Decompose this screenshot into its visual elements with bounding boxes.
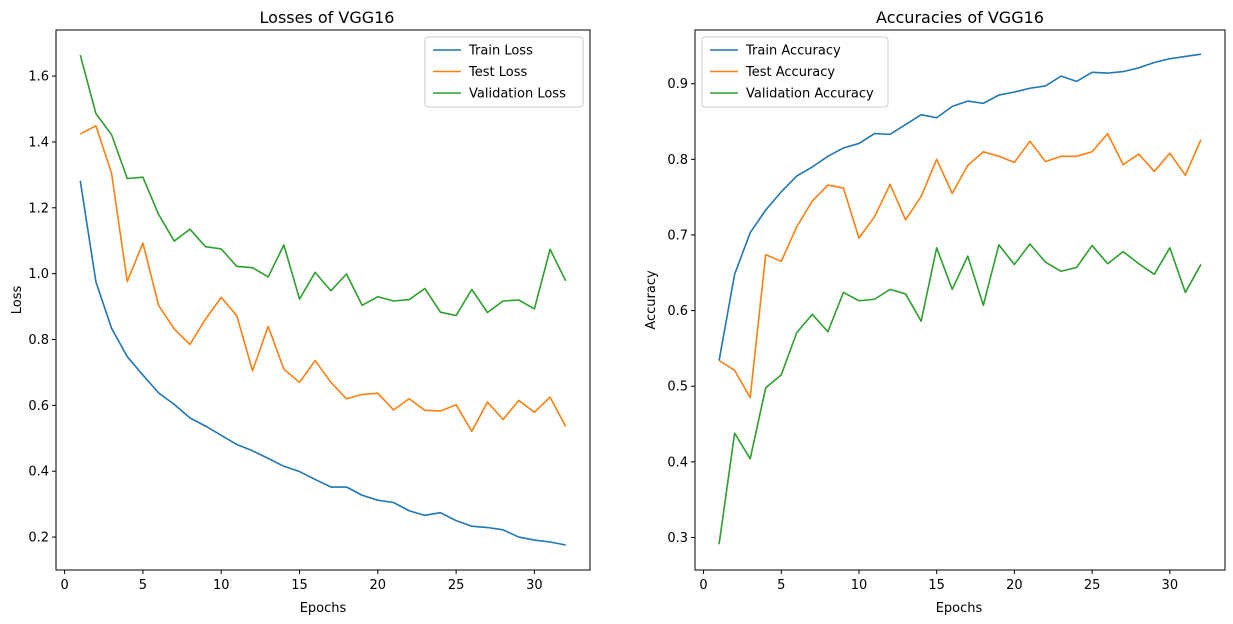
loss-chart-title: Losses of VGG16 (260, 8, 395, 27)
x-tick-label: 15 (928, 578, 945, 593)
x-tick-label: 0 (699, 578, 707, 593)
legend-frame (701, 36, 889, 108)
series-line-train-accuracy (718, 53, 1202, 361)
legend-label: Validation Accuracy (746, 87, 874, 102)
legend-label: Test Accuracy (745, 65, 835, 80)
x-tick-label: 20 (370, 578, 387, 593)
y-tick-label: 0.2 (28, 531, 49, 546)
legend-label: Test Loss (468, 65, 527, 80)
y-tick-label: 0.4 (667, 455, 688, 470)
legend-label: Validation Loss (469, 87, 566, 102)
x-tick-label: 25 (448, 578, 465, 593)
series-line-test-loss (79, 125, 567, 433)
loss-chart: Losses of VGG16 0 5 10 15 20 25 30 0.2 0.4 0.6 0.8… (10, 8, 591, 616)
x-tick-label: 30 (1162, 578, 1179, 593)
y-tick-label: 1.4 (28, 135, 49, 150)
x-tick-label: 15 (291, 578, 308, 593)
accuracy-y-axis-label: Accuracy (644, 270, 659, 330)
accuracy-plot-area (695, 30, 1225, 570)
y-tick-label: 1.6 (28, 70, 49, 85)
accuracy-ticks: 0 5 10 15 20 25 30 0.3 0.4 0.5 0.6 0.7 0.8 0.9 (667, 77, 1178, 593)
series-line-validation-accuracy (718, 243, 1202, 545)
x-tick-label: 0 (60, 578, 68, 593)
y-tick-label: 0.6 (667, 304, 688, 319)
x-tick-label: 10 (213, 578, 230, 593)
loss-y-axis-label: Loss (10, 286, 25, 315)
y-tick-label: 0.7 (667, 228, 688, 243)
series-line-validation-loss (79, 54, 567, 317)
y-tick-label: 0.8 (28, 333, 49, 348)
accuracy-axes-frame (694, 29, 1226, 571)
legend-label: Train Accuracy (745, 44, 841, 59)
x-tick-label: 5 (139, 578, 147, 593)
x-tick-label: 25 (1084, 578, 1101, 593)
y-tick-label: 0.4 (28, 465, 49, 480)
accuracy-chart-title: Accuracies of VGG16 (876, 8, 1044, 27)
y-tick-label: 0.6 (28, 399, 49, 414)
loss-gridless-ticks: 0 5 10 15 20 25 30 0.2 0.4 0.6 0.8 1.0 1.2 1.4 1.6 (28, 70, 542, 593)
y-tick-label: 0.3 (667, 531, 688, 546)
legend-frame (424, 36, 584, 108)
loss-series-lines (79, 54, 567, 546)
x-tick-label: 10 (851, 578, 868, 593)
y-tick-label: 0.8 (667, 153, 688, 168)
x-tick-label: 30 (526, 578, 543, 593)
x-tick-label: 5 (777, 578, 785, 593)
loss-legend: Train Loss Test Loss Validation Loss (424, 36, 584, 108)
accuracy-series-lines (718, 53, 1202, 545)
accuracy-chart: Accuracies of VGG16 0 5 10 15 20 25 30 0.3 0.4 0.… (644, 8, 1226, 616)
y-tick-label: 1.0 (28, 267, 49, 282)
y-tick-label: 0.9 (667, 77, 688, 92)
y-tick-label: 1.2 (28, 201, 49, 216)
loss-x-axis-label: Epochs (300, 601, 347, 616)
loss-axes-frame (55, 29, 591, 571)
series-line-test-accuracy (718, 132, 1202, 399)
accuracy-legend: Train Accuracy Test Accuracy Validation Ac… (701, 36, 889, 108)
legend-label: Train Loss (468, 44, 533, 59)
accuracy-x-axis-label: Epochs (936, 601, 983, 616)
loss-plot-area (56, 30, 590, 570)
series-line-train-loss (79, 180, 566, 546)
x-tick-label: 20 (1006, 578, 1023, 593)
y-tick-label: 0.5 (667, 380, 688, 395)
